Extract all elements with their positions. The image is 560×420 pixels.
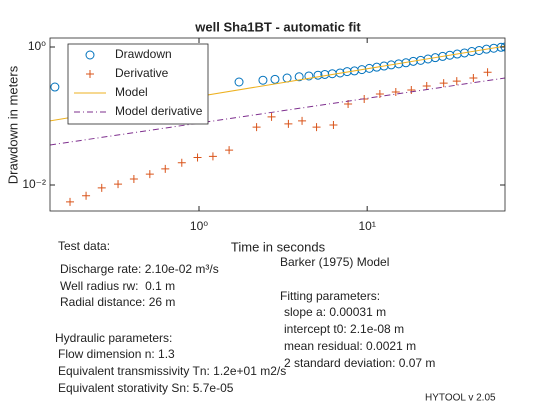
marker-plus (161, 164, 170, 173)
x-axis-label: Time in seconds (231, 239, 326, 254)
annotation: Radial distance: 26 m (60, 295, 175, 309)
annotation: Equivalent storativity Sn: 5.7e-05 (58, 381, 234, 395)
marker-circle (379, 61, 389, 71)
marker-circle (372, 62, 382, 72)
marker-plus (145, 170, 154, 179)
annotation: HYTOOL v 2.05 (425, 393, 496, 404)
marker-circle (320, 69, 330, 79)
annotation: intercept t0: 2.1e-08 m (284, 322, 404, 336)
chart-title: well Sha1BT - automatic fit (194, 19, 361, 34)
annotation: mean residual: 0.0021 m (284, 339, 416, 353)
marker-plus (252, 123, 261, 132)
axes: 10⁰ 10¹ 10⁻² 10⁰ (22, 37, 506, 233)
marker-plus (267, 112, 276, 121)
marker-plus (439, 79, 448, 88)
marker-plus (407, 86, 416, 95)
x-tick-label: 10⁰ (190, 219, 208, 233)
marker-plus (225, 146, 234, 155)
legend-label: Model derivative (115, 104, 203, 118)
marker-circle (304, 71, 314, 81)
legend-marker (86, 70, 94, 78)
axes-box (49, 37, 506, 212)
annotation: Hydraulic parameters: (55, 331, 172, 345)
legend-label: Model (115, 85, 148, 99)
marker-plus (97, 183, 106, 192)
annotation: Fitting parameters: (280, 289, 380, 303)
x-tick-label: 10¹ (359, 219, 376, 233)
marker-plus (66, 197, 75, 206)
annotation: Equivalent transmissivity Tn: 1.2e+01 m2… (58, 364, 286, 378)
marker-plus (114, 180, 123, 189)
legend-marker (85, 50, 95, 60)
marker-circle (438, 51, 448, 61)
annotation: Test data: (58, 239, 110, 253)
legend-box (67, 43, 209, 125)
marker-circle (258, 75, 268, 85)
y-axis-label: Drawdown in meters (5, 65, 20, 184)
marker-circle (50, 82, 60, 92)
marker-circle (313, 70, 323, 80)
annotation: slope a: 0.00031 m (284, 305, 386, 319)
marker-circle (294, 72, 304, 82)
marker-plus (284, 119, 293, 128)
marker-plus (469, 74, 478, 83)
marker-plus (375, 90, 384, 99)
marker-circle (270, 74, 280, 84)
legend-label: Drawdown (115, 47, 172, 61)
annotation: Discharge rate: 2.10e-02 m³/s (60, 262, 219, 276)
marker-plus (452, 77, 461, 86)
marker-plus (208, 152, 217, 161)
annotation: Flow dimension n: 1.3 (58, 347, 175, 361)
annotation: Barker (1975) Model (280, 255, 389, 269)
marker-plus (298, 116, 307, 125)
marker-circle (481, 44, 491, 54)
marker-plus (483, 68, 492, 77)
y-tick-label: 10⁻² (22, 177, 46, 191)
y-tick-label: 10⁰ (28, 39, 46, 53)
marker-plus (329, 121, 338, 130)
marker-circle (467, 47, 477, 57)
marker-plus (82, 191, 91, 200)
marker-plus (177, 158, 186, 167)
marker-circle (452, 49, 462, 59)
marker-plus (391, 87, 400, 96)
marker-plus (129, 175, 138, 184)
marker-plus (312, 123, 321, 132)
marker-plus (193, 153, 202, 162)
legend: Drawdown Derivative Model Model derivative (67, 43, 209, 125)
annotation: Well radius rw: 0.1 m (60, 279, 175, 293)
marker-circle (234, 77, 244, 87)
legend-label: Derivative (115, 66, 169, 80)
marker-plus (422, 82, 431, 91)
annotations: Test data: Discharge rate: 2.10e-02 m³/s W… (55, 239, 496, 403)
annotation: 2 standard deviation: 0.07 m (284, 356, 435, 370)
marker-circle (408, 56, 418, 66)
